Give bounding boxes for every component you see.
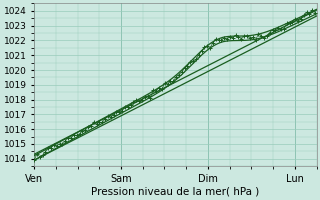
X-axis label: Pression niveau de la mer( hPa ): Pression niveau de la mer( hPa ): [91, 187, 260, 197]
